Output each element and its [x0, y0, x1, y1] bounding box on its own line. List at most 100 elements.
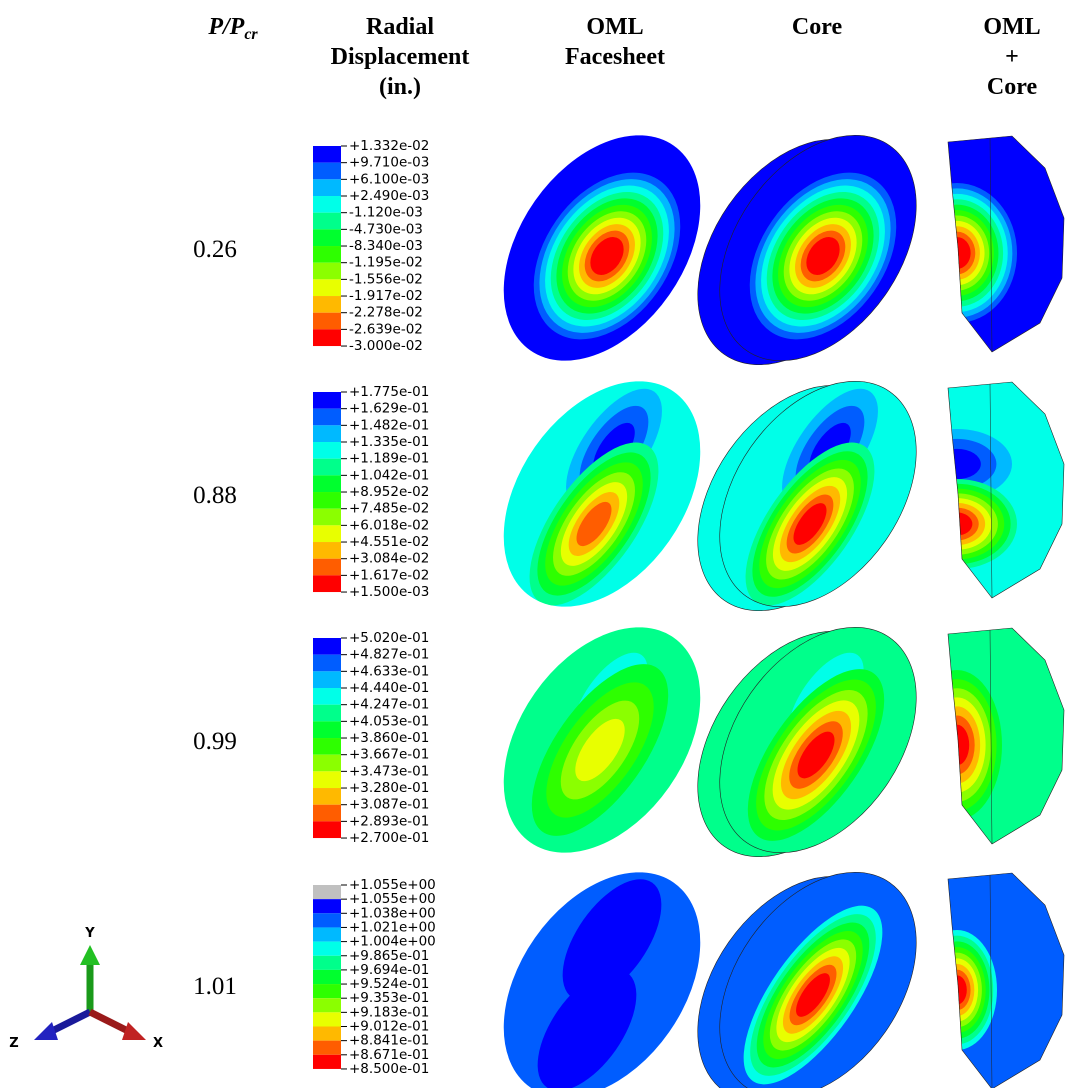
legend-swatch: [313, 941, 341, 956]
legend-swatch: [313, 558, 341, 576]
legend-swatch: [313, 442, 341, 459]
triad: Y Z X: [9, 926, 163, 1051]
oml-core-edge: [947, 381, 1065, 599]
legend-label: +1.189e-01: [349, 451, 429, 467]
legend-swatch: [313, 146, 341, 163]
legend-swatch: [313, 899, 341, 914]
legend-label: +9.865e-01: [349, 948, 429, 964]
triad-x: X: [153, 1036, 163, 1051]
triad-z: Z: [9, 1036, 18, 1051]
legend-swatch: [313, 475, 341, 493]
load-header: P/Pcr: [207, 14, 258, 43]
legend-swatch: [313, 984, 341, 999]
contour-band: [562, 879, 662, 1001]
legend-swatch: [313, 704, 341, 722]
legend-swatch: [313, 1012, 341, 1027]
oml-core-edge: [947, 627, 1065, 845]
legend-label: +9.710e-03: [349, 155, 429, 171]
column-header: OML: [586, 14, 643, 40]
legend-label: -2.639e-02: [349, 321, 423, 337]
column-header: Core: [987, 74, 1038, 100]
legend-swatch: [313, 525, 341, 543]
legend-label: -3.000e-02: [349, 338, 423, 354]
load-value: 0.88: [193, 482, 237, 509]
column-header: Facesheet: [565, 44, 665, 70]
legend-label: +1.629e-01: [349, 401, 429, 417]
legend-label: +2.893e-01: [349, 813, 429, 829]
legend-swatch: [313, 821, 341, 839]
contour-band: [793, 503, 827, 545]
legend-label: +1.004e+00: [349, 934, 436, 950]
legend-label: +6.018e-02: [349, 517, 429, 533]
legend-swatch: [313, 329, 341, 347]
oml-core-contour: [948, 382, 1064, 598]
legend-swatch: [313, 392, 341, 409]
load-header-sub: cr: [244, 26, 258, 43]
column-header: (in.): [379, 74, 421, 100]
column-header: Radial: [366, 14, 434, 40]
legend-label: +3.860e-01: [349, 730, 429, 746]
legend-label: +2.700e-01: [349, 830, 429, 846]
legend-swatch: [313, 408, 341, 426]
legend-label: +2.490e-03: [349, 188, 429, 204]
core-edge: [719, 872, 917, 1088]
oml-core-seam: [989, 137, 993, 353]
legend-label: +1.042e-01: [349, 467, 429, 483]
legend-label: -1.917e-02: [349, 288, 423, 304]
oml-core-contour: [948, 873, 1064, 1088]
legend-swatch: [313, 542, 341, 559]
legend-label: +4.247e-01: [349, 697, 429, 713]
legend-label: +4.440e-01: [349, 680, 429, 696]
column-header: OML: [983, 14, 1040, 40]
legend-label: -1.556e-02: [349, 271, 423, 287]
oml-contour: [480, 600, 730, 880]
contour-band: [796, 973, 830, 1017]
legend-label: +1.055e+00: [349, 891, 436, 907]
column-header: +: [1005, 44, 1019, 70]
legend-label: +1.332e-02: [349, 138, 429, 154]
load-header-base: P/P: [207, 14, 244, 40]
legend-swatch: [313, 804, 341, 822]
legend-label: +9.012e-01: [349, 1019, 429, 1035]
legend-label: +1.500e-03: [349, 584, 429, 600]
legend-swatch: [313, 771, 341, 789]
legend-swatch: [313, 425, 341, 443]
legend-label: +1.021e+00: [349, 919, 436, 935]
contour-band: [948, 715, 975, 775]
legend-swatch: [313, 196, 341, 213]
contour-band: [948, 512, 973, 536]
core-edge: [719, 135, 917, 361]
column-header: Core: [792, 14, 843, 40]
contour-band: [797, 731, 835, 779]
contour-band: [537, 969, 637, 1088]
legend-swatch: [313, 998, 341, 1013]
legend-label: -8.340e-03: [349, 238, 423, 254]
legend-swatch: [313, 1026, 341, 1041]
legend-swatch: [313, 262, 341, 280]
legend-swatch: [313, 212, 341, 230]
contour-band: [590, 237, 624, 275]
oml-core-contour: [948, 136, 1064, 352]
legend-label: +9.694e-01: [349, 962, 429, 978]
contour-band: [948, 237, 971, 269]
core-contour: [700, 354, 950, 634]
legend-swatch: [313, 575, 341, 593]
legend-label: +8.841e-01: [349, 1033, 429, 1049]
legend-swatch: [313, 638, 341, 655]
legend-label: +5.020e-01: [349, 630, 429, 646]
legend-swatch: [313, 927, 341, 942]
legend-label: +1.617e-02: [349, 567, 429, 583]
legend-label: +6.100e-03: [349, 171, 429, 187]
legend-swatch: [313, 738, 341, 755]
legend-label: +4.827e-01: [349, 647, 429, 663]
legend-label: +8.500e-01: [349, 1061, 429, 1077]
legend-swatch: [313, 179, 341, 197]
legend-label: -2.278e-02: [349, 305, 423, 321]
legend-label: +8.952e-02: [349, 484, 429, 500]
legend-label: +4.551e-02: [349, 534, 429, 550]
oml-core-edge: [947, 135, 1065, 353]
oml-core-seam: [989, 629, 993, 845]
legend-label: +1.482e-01: [349, 417, 429, 433]
legend-label: +1.038e+00: [349, 905, 436, 921]
